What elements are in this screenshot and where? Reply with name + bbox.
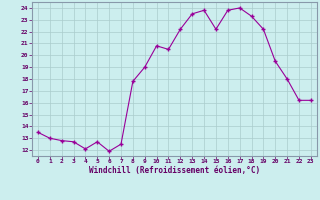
X-axis label: Windchill (Refroidissement éolien,°C): Windchill (Refroidissement éolien,°C) <box>89 166 260 175</box>
